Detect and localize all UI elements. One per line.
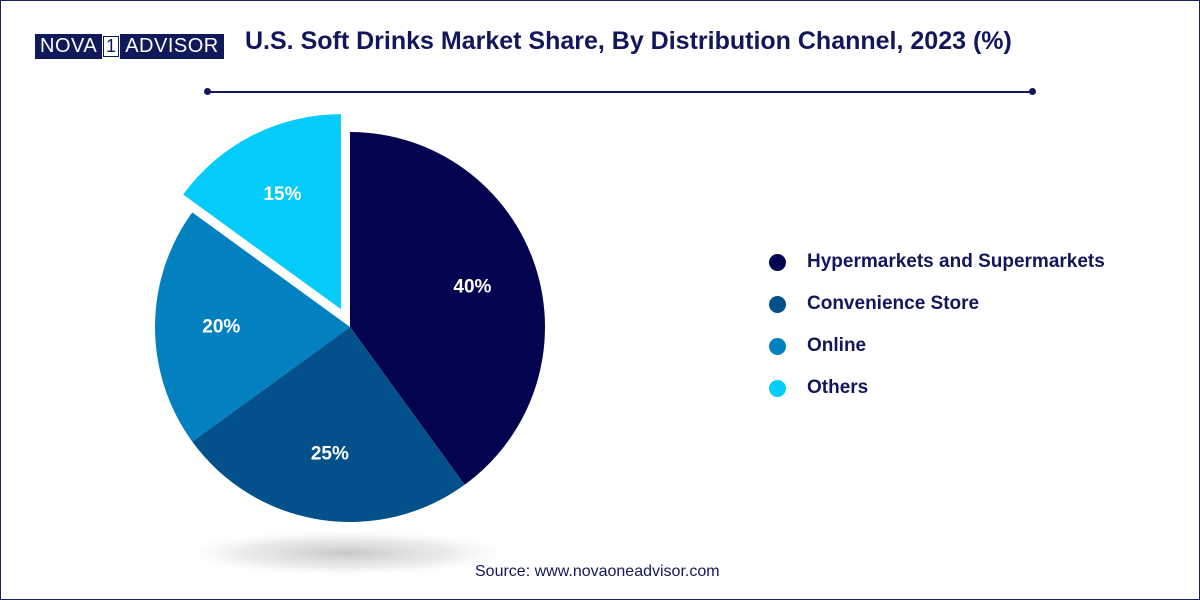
legend-swatch-hypermarkets-and-supermarkets — [769, 253, 786, 271]
brand-logo: NOVA 1 ADVISOR — [35, 34, 224, 59]
legend-item-hypermarkets-and-supermarkets: Hypermarkets and Supermarkets — [769, 241, 1105, 283]
legend-item-convenience-store: Convenience Store — [769, 283, 1105, 325]
legend-item-others: Others — [769, 367, 1105, 409]
legend-label-online: Online — [807, 335, 867, 356]
data-label-hypermarkets-and-supermarkets: 40% — [453, 277, 491, 298]
divider-dot-left — [204, 88, 211, 95]
source-note: Source: www.novaoneadvisor.com — [475, 563, 720, 580]
data-label-online: 20% — [202, 317, 240, 338]
chart-legend: Hypermarkets and Supermarkets Convenience… — [769, 241, 1105, 409]
legend-label-hypermarkets-and-supermarkets: Hypermarkets and Supermarkets — [807, 251, 1105, 272]
legend-item-online: Online — [769, 325, 1105, 367]
legend-label-convenience-store: Convenience Store — [807, 293, 980, 314]
logo-text-right: ADVISOR — [120, 34, 224, 59]
logo-text-left: NOVA — [35, 34, 103, 59]
data-label-others: 15% — [263, 184, 301, 205]
pie-slice-convenience-store — [192, 327, 465, 522]
legend-swatch-online — [769, 337, 786, 355]
pie-data-labels: 40% 25% 20% 15% — [202, 184, 491, 465]
pie-slice-others — [183, 114, 341, 310]
chart-title: U.S. Soft Drinks Market Share, By Distri… — [245, 27, 1012, 55]
pie-slice-online — [155, 212, 350, 442]
pie-slice-hypermarkets-and-supermarkets — [350, 132, 545, 485]
data-label-convenience-store: 25% — [311, 444, 349, 465]
legend-swatch-others — [769, 379, 786, 397]
pie-shadow — [171, 529, 521, 577]
title-divider — [207, 91, 1033, 93]
divider-dot-right — [1029, 88, 1036, 95]
logo-text-middle: 1 — [103, 36, 120, 57]
legend-swatch-convenience-store — [769, 295, 786, 313]
legend-label-others: Others — [807, 377, 869, 398]
pie-slices — [155, 114, 545, 522]
